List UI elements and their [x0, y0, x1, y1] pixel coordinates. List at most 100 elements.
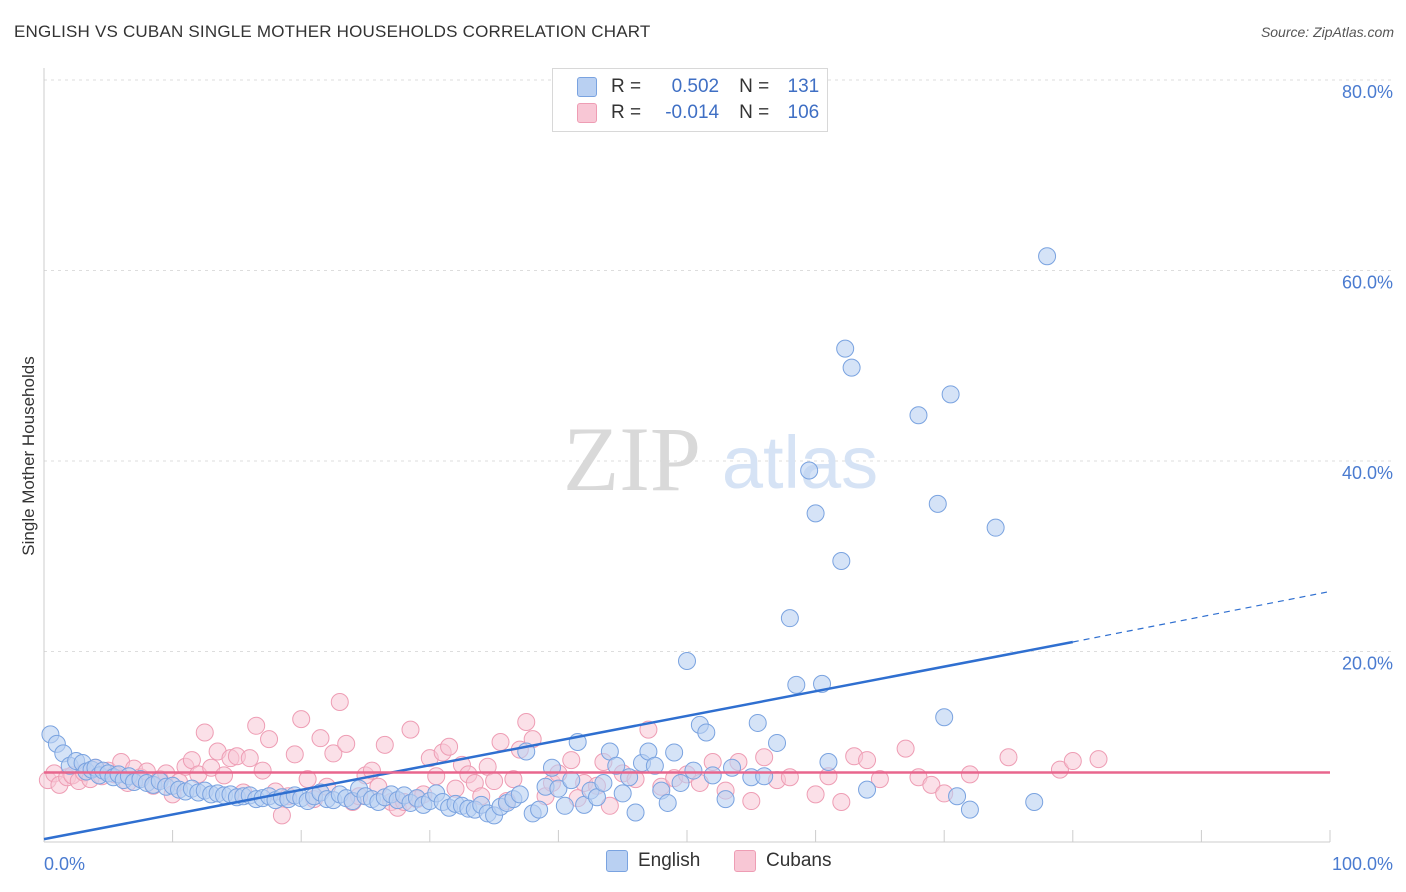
cubans-point	[285, 745, 304, 764]
bottom-english-swatch	[606, 850, 628, 872]
english-point	[613, 784, 632, 803]
english-point	[787, 675, 806, 694]
cubans-point	[562, 751, 581, 770]
english-point	[928, 494, 947, 513]
cubans-point	[311, 729, 330, 748]
y-axis-label: Single Mother Households	[19, 356, 38, 555]
y-tick-label: 40.0%	[1342, 463, 1393, 483]
english-point	[716, 790, 735, 809]
english-point	[935, 708, 954, 727]
english-point	[594, 773, 613, 792]
english-point	[562, 771, 581, 790]
english-point	[1038, 247, 1057, 266]
english-point	[607, 756, 626, 775]
cubans-n-value: 106	[787, 102, 820, 123]
english-point	[986, 518, 1005, 537]
english-points	[41, 247, 1057, 825]
english-point	[842, 358, 861, 377]
english-n-label: N =	[739, 76, 770, 97]
english-point	[768, 733, 787, 752]
english-trendline-extension	[1072, 590, 1331, 643]
cubans-point	[600, 796, 619, 815]
cubans-point	[253, 761, 272, 780]
cubans-point	[440, 737, 459, 756]
x-tick-label: 100.0%	[1332, 854, 1393, 874]
cubans-point	[960, 765, 979, 784]
y-tick-label: 20.0%	[1342, 654, 1393, 674]
cubans-point	[999, 748, 1018, 767]
english-point	[684, 761, 703, 780]
english-swatch	[577, 77, 597, 97]
cubans-r-value: -0.014	[665, 102, 720, 123]
y-tick-label: 80.0%	[1342, 82, 1393, 102]
english-point	[948, 787, 967, 806]
cubans-point	[485, 772, 504, 791]
cubans-point	[292, 710, 311, 729]
watermark-zip: ZIP	[563, 408, 701, 510]
english-point	[755, 767, 774, 786]
chart-title: ENGLISH VS CUBAN SINGLE MOTHER HOUSEHOLD…	[14, 22, 651, 41]
english-point	[555, 796, 574, 815]
bottom-cubans-swatch	[734, 850, 756, 872]
english-r-label: R =	[611, 76, 642, 97]
english-point	[626, 803, 645, 822]
cubans-point	[324, 744, 343, 763]
english-point	[960, 800, 979, 819]
english-point	[530, 800, 549, 819]
english-point	[645, 756, 664, 775]
cubans-n-label: N =	[739, 102, 770, 123]
cubans-point	[755, 748, 774, 767]
cubans-point	[215, 766, 234, 785]
cubans-point	[260, 730, 279, 749]
stats-legend: R = 0.502 N = 131 R = -0.014 N = 106	[552, 68, 828, 132]
cubans-point	[742, 792, 761, 811]
cubans-point	[330, 692, 349, 711]
bottom-legend-english: English	[606, 850, 700, 872]
english-point	[941, 385, 960, 404]
watermark: ZIP atlas	[563, 408, 878, 510]
cubans-point	[427, 767, 446, 786]
source-label: Source: ZipAtlas.com	[1260, 24, 1394, 40]
cubans-point	[1063, 752, 1082, 771]
cubans-point	[272, 806, 291, 825]
cubans-point	[195, 723, 214, 742]
english-point	[800, 461, 819, 480]
bottom-legend-cubans: Cubans	[734, 850, 832, 872]
bottom-cubans-label: Cubans	[766, 850, 832, 871]
english-point	[819, 752, 838, 771]
english-point	[909, 406, 928, 425]
english-point	[549, 779, 568, 798]
cubans-point	[375, 735, 394, 754]
axis-layer: 20.0% 40.0% 60.0% 80.0% 0.0% 100.0%	[43, 68, 1393, 874]
x-tick-label: 0.0%	[44, 854, 85, 874]
english-point	[832, 552, 851, 571]
cubans-point	[517, 712, 536, 731]
cubans-r-label: R =	[611, 102, 642, 123]
cubans-point	[337, 734, 356, 753]
cubans-point	[446, 779, 465, 798]
cubans-point	[491, 732, 510, 751]
cubans-point	[870, 770, 889, 789]
bottom-english-label: English	[638, 850, 701, 871]
english-point	[678, 652, 696, 671]
english-point	[836, 339, 855, 358]
cubans-swatch	[577, 103, 597, 123]
english-point	[780, 609, 799, 628]
cubans-point	[858, 751, 877, 770]
cubans-point	[401, 720, 420, 739]
cubans-point	[504, 770, 523, 789]
cubans-point	[922, 775, 941, 794]
cubans-point	[1089, 750, 1108, 769]
cubans-point	[832, 792, 851, 811]
english-point	[703, 766, 722, 785]
trend-layer	[43, 590, 1331, 841]
english-trendline	[43, 640, 1074, 841]
english-point	[671, 773, 690, 792]
english-r-value: 0.502	[671, 76, 720, 97]
cubans-point	[896, 739, 915, 758]
english-point	[806, 504, 825, 523]
english-n-value: 131	[787, 76, 820, 97]
cubans-point	[247, 716, 266, 735]
english-point	[665, 743, 684, 762]
y-tick-label: 60.0%	[1342, 273, 1393, 293]
